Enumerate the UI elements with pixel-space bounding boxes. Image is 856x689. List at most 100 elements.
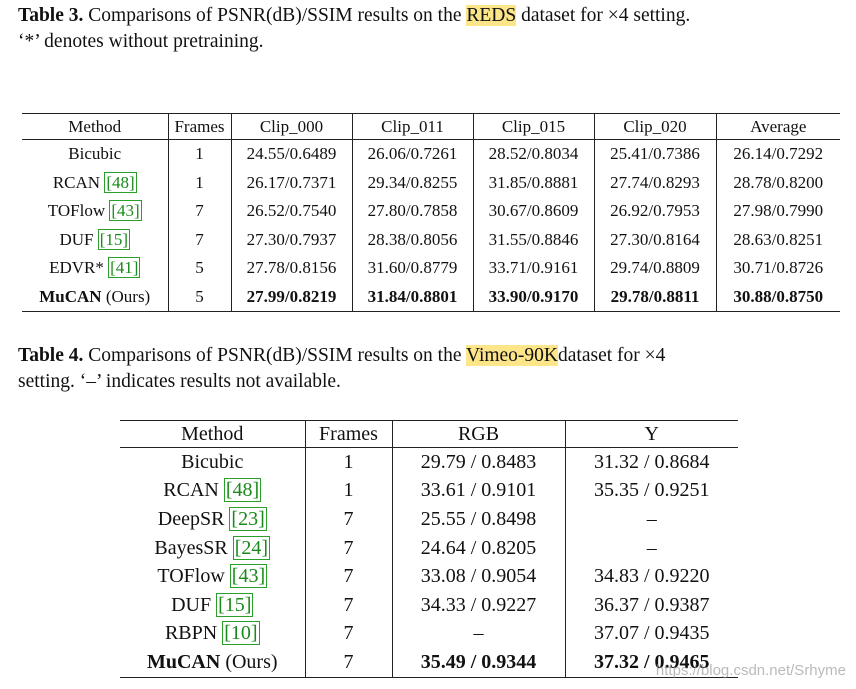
table: Method Frames RGB Y Bicubic 1 29.79 / 0.8483 31…: [120, 420, 738, 678]
header-cell: Method: [22, 113, 168, 140]
caption-label: Table 3.: [18, 5, 84, 26]
citation: [43]: [229, 564, 268, 589]
row: DeepSR [23] 7 25.55 / 0.8498–: [120, 505, 738, 534]
caption-highlight: REDS: [466, 5, 517, 26]
frames-cell: 7: [167, 197, 231, 226]
frames-cell: 7: [304, 505, 392, 534]
method-cell: DUF [15]: [120, 591, 305, 620]
row: Bicubic 1 24.55/0.6489 26.06/0.7261 28.52/0.…: [22, 139, 840, 169]
frames-cell: 7: [304, 533, 392, 563]
caption-text: dataset for ×4: [558, 345, 666, 366]
value-cell: 33.61 / 0.9101: [391, 476, 565, 506]
row: EDVR* [41] 5 27.78/0.8156 31.60/0.8779 33.71…: [22, 254, 840, 283]
header-cell: Clip_015: [472, 113, 594, 140]
caption: Table 4. Comparisons of PSNR(dB)/SSIM re…: [18, 343, 840, 395]
method-cell: Bicubic: [120, 448, 305, 477]
header-cell: Frames: [167, 113, 231, 140]
value-cell: 26.92/0.7953: [593, 197, 716, 226]
method: EDVR*: [49, 258, 104, 278]
value-cell: 24.55/0.6489: [230, 139, 352, 169]
method: DeepSR: [157, 507, 225, 530]
method-cell: DeepSR [23]: [120, 505, 305, 534]
value-cell: 26.06/0.7261: [351, 139, 473, 169]
row: DUF [15] 7 34.33 / 0.9227 36.37 / 0.9387: [120, 590, 738, 620]
citation: [48]: [223, 478, 262, 503]
method: DUF: [59, 229, 94, 249]
row: BayesSR [24] 7 24.64 / 0.8205–: [120, 533, 738, 563]
method: MuCAN: [146, 650, 221, 673]
method-cell: Bicubic: [22, 140, 168, 169]
header-cell: RGB: [391, 420, 565, 448]
citation: [15]: [97, 228, 131, 250]
value-cell: 24.64 / 0.8205: [391, 533, 565, 563]
value-cell: –: [564, 533, 738, 563]
row: MuCAN (Ours) 7 35.49 / 0.9344 37.32 / 0.946…: [120, 648, 738, 678]
citation: [15]: [216, 592, 254, 617]
frames-cell: 1: [304, 476, 392, 506]
value-cell: 26.52/0.7540: [230, 197, 352, 226]
caption-highlight: Vimeo-90K: [466, 345, 559, 366]
value-cell: 27.30/0.8164: [593, 225, 716, 254]
frames-cell: 7: [167, 225, 231, 254]
row: MuCAN (Ours) 5 27.99/0.8219 31.84/0.8801 33.…: [22, 282, 840, 312]
frames-cell: 7: [304, 648, 392, 678]
watermark: https://blog.csdn.net/Srhyme: [655, 662, 846, 679]
value-cell: 27.30/0.7937: [230, 225, 352, 254]
method-suffix: (Ours): [225, 650, 278, 673]
header-cell: Clip_020: [593, 113, 716, 140]
header-cell: Average: [715, 113, 840, 140]
table: Method Frames Clip_000 Clip_011 Clip_015 Clip…: [22, 113, 840, 312]
method: Bicubic: [181, 450, 244, 473]
row: RBPN [10] 7–37.07 / 0.9435: [120, 619, 738, 649]
header-cell: Clip_011: [351, 113, 473, 140]
value-cell: 30.71/0.8726: [715, 254, 840, 283]
method-cell: MuCAN (Ours): [120, 648, 305, 678]
method-cell: EDVR* [41]: [22, 254, 168, 283]
value-cell: 27.74/0.8293: [593, 168, 716, 197]
value-cell: 33.08 / 0.9054: [391, 562, 565, 591]
citation: [41]: [108, 257, 141, 279]
method-cell: TOFlow [43]: [120, 562, 305, 591]
value-cell: 28.52/0.8034: [472, 139, 594, 169]
method: TOFlow: [157, 565, 225, 588]
value-cell: 27.99/0.8219: [230, 282, 352, 312]
header-cell: Y: [564, 420, 738, 448]
value-cell: 25.55 / 0.8498: [391, 505, 565, 534]
value-cell: 26.17/0.7371: [230, 168, 352, 197]
value-cell: –: [391, 619, 565, 649]
method-cell: MuCAN (Ours): [22, 282, 168, 312]
caption-text: Comparisons of PSNR(dB)/SSIM results on …: [88, 345, 462, 366]
citation: [48]: [104, 171, 137, 193]
value-cell: 31.84/0.8801: [351, 282, 473, 312]
caption-text: Comparisons of PSNR(dB)/SSIM results on …: [88, 5, 462, 26]
header-cell: Frames: [304, 420, 392, 448]
value-cell: 31.55/0.8846: [472, 225, 594, 254]
frames-cell: 1: [167, 139, 231, 169]
method-cell: BayesSR [24]: [120, 534, 305, 563]
value-cell: 35.49 / 0.9344: [391, 648, 565, 678]
value-cell: 28.78/0.8200: [715, 168, 840, 197]
method: RBPN: [164, 622, 218, 645]
frames-cell: 1: [304, 447, 392, 477]
method: RCAN: [163, 479, 219, 502]
frames-cell: 7: [304, 619, 392, 649]
frames-cell: 7: [304, 590, 392, 620]
value-cell: 29.78/0.8811: [593, 282, 716, 312]
value-cell: 31.60/0.8779: [351, 254, 473, 283]
method-cell: RBPN [10]: [120, 620, 305, 649]
header-row: Method Frames RGB Y: [120, 420, 738, 448]
value-cell: 29.34/0.8255: [351, 168, 473, 197]
citation: [10]: [222, 621, 260, 646]
value-cell: 33.90/0.9170: [472, 282, 594, 312]
value-cell: 27.80/0.7858: [351, 197, 473, 226]
value-cell: 30.88/0.8750: [715, 282, 840, 312]
row: Bicubic 1 29.79 / 0.8483 31.32 / 0.8684: [120, 447, 738, 477]
frames-cell: 5: [167, 254, 231, 283]
method-cell: RCAN [48]: [120, 477, 305, 506]
header-cell: Method: [120, 420, 305, 448]
row: TOFlow [43] 7 33.08 / 0.9054 34.83 / 0.9220: [120, 562, 738, 591]
caption-text: setting. ‘–’ indicates results not avail…: [18, 371, 341, 392]
method-suffix: (Ours): [105, 286, 151, 306]
value-cell: 37.32 / 0.9465: [564, 648, 738, 678]
